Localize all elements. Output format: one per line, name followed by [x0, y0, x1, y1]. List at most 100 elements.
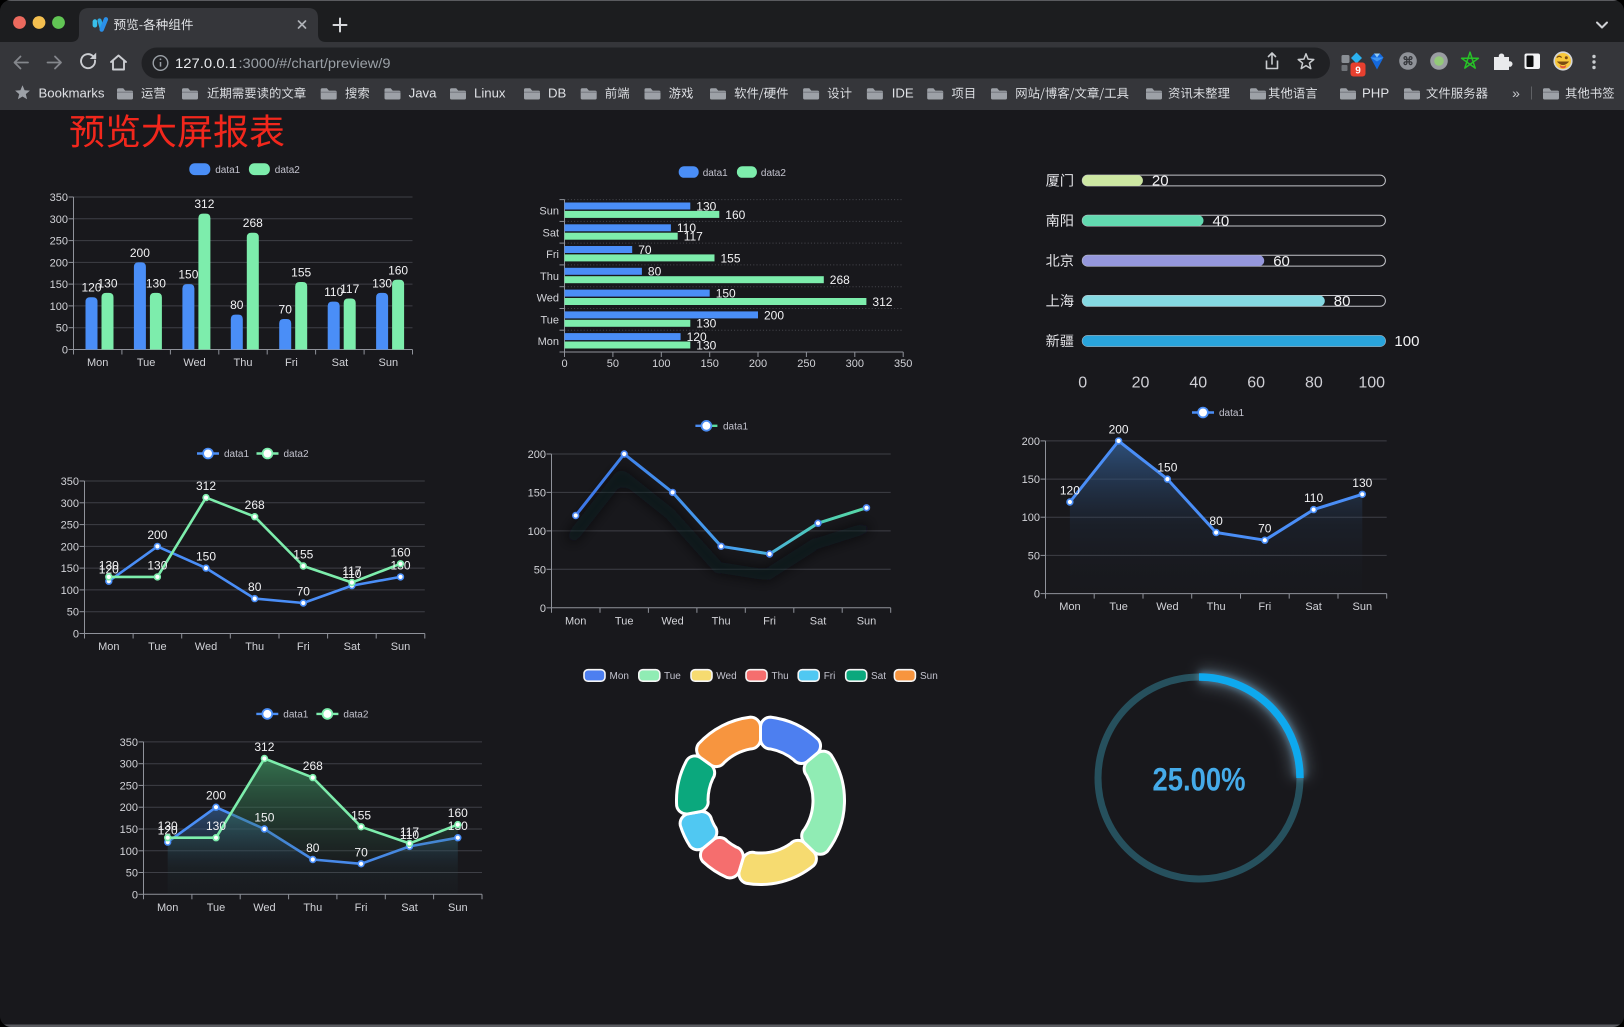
svg-text:200: 200 [50, 257, 68, 269]
svg-text:0: 0 [1034, 589, 1040, 601]
svg-text:Mon: Mon [87, 357, 108, 369]
svg-text:117: 117 [684, 230, 703, 244]
svg-text:Tue: Tue [615, 615, 634, 627]
svg-text:100: 100 [50, 301, 68, 313]
svg-text:Wed: Wed [195, 641, 217, 653]
svg-text:120: 120 [99, 563, 119, 577]
svg-text:160: 160 [388, 263, 408, 277]
svg-text:data2: data2 [343, 710, 368, 721]
svg-text:0: 0 [540, 603, 546, 615]
svg-text:100: 100 [1022, 512, 1040, 524]
svg-text:155: 155 [293, 548, 313, 562]
svg-text:100: 100 [1394, 333, 1419, 350]
svg-text:Java: Java [409, 86, 438, 101]
svg-text:Sun: Sun [448, 902, 468, 914]
svg-text:110: 110 [1304, 491, 1323, 505]
svg-text:130: 130 [696, 338, 716, 352]
svg-text:Mon: Mon [157, 902, 178, 914]
svg-text:data1: data1 [283, 710, 308, 721]
svg-text:150: 150 [1157, 461, 1177, 475]
svg-text:70: 70 [1258, 522, 1272, 536]
svg-text:0: 0 [132, 889, 138, 901]
svg-text:40: 40 [1189, 375, 1207, 392]
svg-text:data1: data1 [1219, 408, 1244, 419]
svg-text:200: 200 [528, 449, 546, 461]
svg-text:Sat: Sat [810, 615, 827, 627]
svg-text:250: 250 [61, 520, 79, 532]
svg-text:100: 100 [120, 846, 138, 858]
svg-text:70: 70 [297, 585, 311, 599]
svg-text:Fri: Fri [546, 249, 559, 261]
svg-text:80: 80 [648, 265, 662, 279]
svg-text:Linux: Linux [474, 86, 506, 101]
svg-text:Wed: Wed [253, 902, 275, 914]
svg-text:250: 250 [50, 236, 68, 248]
svg-text:data1: data1 [703, 168, 728, 179]
svg-text:data2: data2 [284, 449, 309, 460]
svg-text:130: 130 [99, 558, 119, 572]
svg-text:130: 130 [1352, 476, 1372, 490]
svg-text:data1: data1 [215, 165, 240, 176]
svg-text:50: 50 [1028, 550, 1040, 562]
svg-text:50: 50 [126, 868, 138, 880]
svg-text:25.00%: 25.00% [1153, 762, 1246, 798]
svg-text:Sun: Sun [379, 357, 399, 369]
svg-text:Wed: Wed [661, 615, 683, 627]
svg-text:9: 9 [1355, 65, 1361, 76]
svg-text:100: 100 [61, 585, 79, 597]
svg-text:130: 130 [696, 199, 716, 213]
svg-text:Tue: Tue [664, 671, 681, 682]
svg-text:250: 250 [120, 780, 138, 792]
svg-text:110: 110 [677, 221, 696, 235]
svg-text:127.0.0.1: 127.0.0.1 [175, 56, 237, 72]
svg-text:Tue: Tue [1109, 601, 1128, 613]
svg-text:Thu: Thu [234, 357, 253, 369]
svg-text:80: 80 [1334, 293, 1351, 310]
svg-text:Sat: Sat [401, 902, 418, 914]
svg-text:117: 117 [342, 564, 361, 578]
svg-text:350: 350 [61, 476, 79, 488]
svg-text:Sat: Sat [871, 671, 886, 682]
svg-text:60: 60 [1247, 375, 1265, 392]
svg-text:70: 70 [279, 303, 293, 317]
svg-text:Tue: Tue [148, 641, 167, 653]
svg-text:Tue: Tue [540, 314, 559, 326]
svg-text:150: 150 [1022, 474, 1040, 486]
svg-text:Sun: Sun [857, 615, 877, 627]
svg-text:117: 117 [400, 825, 419, 839]
svg-text:200: 200 [147, 528, 167, 542]
svg-text:120: 120 [687, 330, 707, 344]
svg-text:Sat: Sat [332, 357, 349, 369]
svg-text:Mon: Mon [1059, 601, 1080, 613]
svg-text:80: 80 [306, 841, 320, 855]
svg-text:130: 130 [97, 276, 117, 290]
svg-text:350: 350 [120, 737, 138, 749]
svg-text:50: 50 [607, 358, 619, 370]
svg-text:150: 150 [50, 279, 68, 291]
svg-text:20: 20 [1132, 375, 1150, 392]
svg-text:100: 100 [1358, 375, 1385, 392]
svg-text:Tue: Tue [207, 902, 226, 914]
svg-text:100: 100 [528, 526, 546, 538]
svg-text:268: 268 [245, 498, 265, 512]
svg-text:312: 312 [194, 197, 214, 211]
svg-text:110: 110 [342, 567, 361, 581]
svg-text:Tue: Tue [137, 357, 156, 369]
svg-text:Mon: Mon [565, 615, 586, 627]
svg-text:150: 150 [61, 563, 79, 575]
svg-text:130: 130 [158, 819, 178, 833]
svg-text:0: 0 [62, 345, 68, 357]
svg-text:data2: data2 [275, 165, 300, 176]
svg-text:Sun: Sun [1353, 601, 1373, 613]
svg-text:Sat: Sat [542, 227, 559, 239]
svg-text:Fri: Fri [285, 357, 298, 369]
svg-text:130: 130 [147, 558, 167, 572]
svg-text:Fri: Fri [824, 671, 836, 682]
svg-text:Thu: Thu [712, 615, 731, 627]
svg-text:70: 70 [638, 243, 652, 257]
svg-text:DB: DB [548, 86, 567, 101]
svg-text:⌘: ⌘ [1402, 55, 1414, 68]
svg-text:Mon: Mon [538, 336, 559, 348]
svg-text:80: 80 [1209, 514, 1223, 528]
svg-text:0: 0 [561, 358, 567, 370]
